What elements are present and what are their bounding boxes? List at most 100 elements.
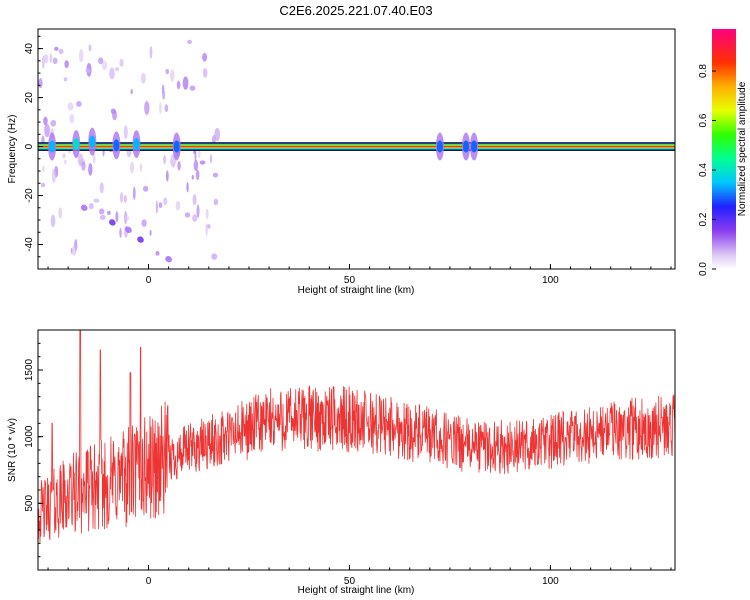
- spectrogram-noise-blob: [62, 153, 66, 159]
- spectrogram-noise-blob: [76, 101, 82, 107]
- spectrogram-noise-blob: [81, 161, 86, 171]
- spectrogram-noise-blob: [191, 174, 194, 180]
- spectrogram-noise-blob: [213, 198, 219, 206]
- spectrogram-noise-blob: [88, 163, 93, 176]
- spectrogram-noise-blob: [175, 200, 181, 211]
- snr-y-tick-label: 1000: [24, 425, 35, 448]
- spectrogram-noise-blob: [99, 182, 104, 194]
- spectrogram-noise-blob: [130, 161, 135, 174]
- spectrogram-noise-blob: [202, 52, 208, 62]
- spectrogram-feature-core: [49, 140, 56, 153]
- spectrogram-noise-blob: [164, 104, 169, 113]
- spectrogram-noise-blob: [38, 78, 43, 89]
- spectrogram-diagonal-trace-point: [165, 256, 172, 263]
- spectrogram-axes: 0 50 100 -40 -20 0 20 40: [24, 35, 672, 286]
- spectrogram-noise-blob: [193, 159, 199, 172]
- spectrogram-noise-blob: [119, 58, 124, 67]
- spectrogram-noise-blob: [192, 194, 197, 206]
- spectrogram-noise-blob: [144, 101, 150, 115]
- spectrogram-x-tick-label: 50: [344, 275, 356, 286]
- spectrogram-noise-blob: [78, 48, 84, 63]
- spectrogram-noise-blob: [202, 68, 208, 78]
- spectrogram-noise-blob: [77, 153, 84, 167]
- spectrogram-noise-blob: [155, 200, 158, 214]
- spectrogram-noise-blob: [198, 150, 201, 159]
- spectrogram-y-tick-label: 20: [24, 92, 35, 104]
- spectrogram-noise-blob: [67, 102, 74, 111]
- spectrogram-noise-blob: [114, 67, 120, 72]
- spectrogram-x-tick-label: 0: [146, 275, 152, 286]
- snr-y-tick-label: 500: [24, 495, 35, 512]
- spectrogram-x-tick-label: 100: [542, 275, 559, 286]
- spectrogram-noise-blob: [50, 214, 56, 228]
- spectrogram-noise-blob: [98, 208, 105, 215]
- spectrogram-noise-blob: [186, 181, 189, 193]
- spectrogram-noise-blob: [63, 77, 68, 82]
- spectrogram-noise-blob: [119, 227, 122, 239]
- colorbar-tick-label: 0.0: [698, 262, 709, 276]
- spectrogram-noise-blob: [43, 53, 49, 64]
- spectrogram-feature-core: [436, 140, 443, 153]
- spectrogram-noise-blob: [172, 162, 175, 168]
- spectrogram-noise-blob: [123, 125, 128, 140]
- spectrogram-noise-blob: [44, 123, 51, 138]
- spectrogram-noise-blob: [165, 68, 170, 75]
- spectrogram-y-tick-label: -20: [24, 188, 35, 203]
- spectrogram-noise-blob: [109, 67, 115, 80]
- spectrogram-y-tick-label: 40: [24, 43, 35, 55]
- spectrogram-noise-blob: [163, 197, 168, 206]
- spectrogram-noise-blob: [125, 215, 129, 222]
- spectrogram-noise-blob: [184, 212, 191, 218]
- spectrogram-noise-blob: [64, 60, 69, 68]
- spectrogram-noise-blob: [140, 72, 146, 84]
- spectrogram-noise-blob: [159, 101, 162, 114]
- spectrogram-y-tick-label: 0: [24, 143, 35, 149]
- snr-x-tick-label: 0: [146, 576, 152, 587]
- spectrogram-noise-blob: [194, 152, 197, 162]
- snr-panel: 0 50 100 500 1000 1500 Height of straight lin…: [7, 329, 676, 596]
- spectrogram-noise-blob: [177, 161, 181, 171]
- spectrogram-noise-blob: [205, 223, 208, 236]
- spectrogram-feature-core: [471, 140, 478, 153]
- spectrogram-noise-blob: [141, 219, 147, 228]
- spectrogram-noise-blob: [142, 185, 149, 192]
- spectrogram-noise-blob: [115, 211, 119, 223]
- spectrogram-noise-blob: [69, 114, 75, 124]
- spectrogram-noise-blob: [162, 90, 166, 100]
- spectrogram-noise-blob: [112, 110, 118, 121]
- spectrogram-frame: [37, 28, 676, 270]
- snr-axes: 0 50 100 500 1000 1500: [24, 329, 672, 587]
- spectrogram-marks: [38, 39, 675, 263]
- spectrogram-noise-blob: [132, 186, 136, 200]
- spectrogram-noise-blob: [214, 128, 221, 142]
- spectrogram-noise-blob: [199, 160, 206, 165]
- spectrogram-noise-blob: [187, 39, 192, 45]
- spectrogram-noise-blob: [189, 85, 196, 91]
- spectrogram-feature-core: [73, 138, 80, 151]
- snr-marks: [38, 330, 675, 543]
- spectrogram-noise-blob: [176, 80, 181, 90]
- spectrogram-feature-core: [173, 140, 180, 153]
- colorbar: 0.0 0.2 0.4 0.6 0.8 Normalized spectral ampl…: [698, 29, 748, 276]
- spectrogram-diagonal-trace-point: [137, 236, 144, 243]
- spectrogram-feature-core: [133, 138, 140, 151]
- spectrogram-noise-blob: [58, 48, 64, 55]
- spectrogram-noise-blob: [58, 207, 63, 219]
- spectrogram-noise-blob: [41, 182, 46, 188]
- snr-series-line: [38, 330, 675, 543]
- spectrogram-noise-blob: [93, 198, 100, 203]
- snr-y-axis-label: SNR (10 * v/v): [7, 418, 18, 482]
- figure-title: C2E6.2025.221.07.40.E03: [279, 3, 432, 18]
- snr-x-axis-label: Height of straight line (km): [298, 585, 415, 596]
- spectrogram-noise-blob: [98, 57, 104, 65]
- colorbar-label: Normalized spectral amplitude: [737, 81, 748, 216]
- colorbar-tick-label: 0.4: [698, 163, 709, 177]
- colorbar-ticks: 0.0 0.2 0.4 0.6 0.8: [698, 64, 716, 276]
- spectrogram-noise-blob: [92, 152, 96, 164]
- spectrogram-noise-blob: [43, 116, 48, 126]
- spectrogram-noise-blob: [130, 89, 133, 95]
- spectrogram-noise-blob: [207, 224, 211, 229]
- spectrogram-feature-core: [463, 140, 470, 153]
- spectrogram-diagonal-trace-point: [80, 204, 88, 211]
- spectrogram-noise-blob: [64, 159, 67, 165]
